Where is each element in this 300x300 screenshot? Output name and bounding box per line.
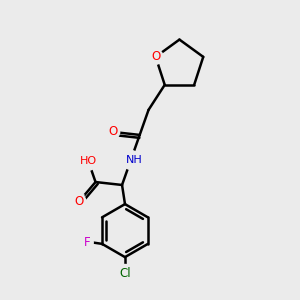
Circle shape <box>107 125 120 138</box>
Text: Cl: Cl <box>119 267 131 280</box>
Text: NH: NH <box>125 155 142 165</box>
Circle shape <box>79 152 98 170</box>
Text: HO: HO <box>80 156 97 166</box>
Text: F: F <box>83 236 90 249</box>
Text: O: O <box>109 125 118 139</box>
Circle shape <box>122 151 140 169</box>
Circle shape <box>73 195 86 208</box>
Text: O: O <box>151 50 160 63</box>
Circle shape <box>148 50 163 64</box>
Circle shape <box>80 236 93 249</box>
Text: O: O <box>75 195 84 208</box>
Circle shape <box>116 265 134 282</box>
